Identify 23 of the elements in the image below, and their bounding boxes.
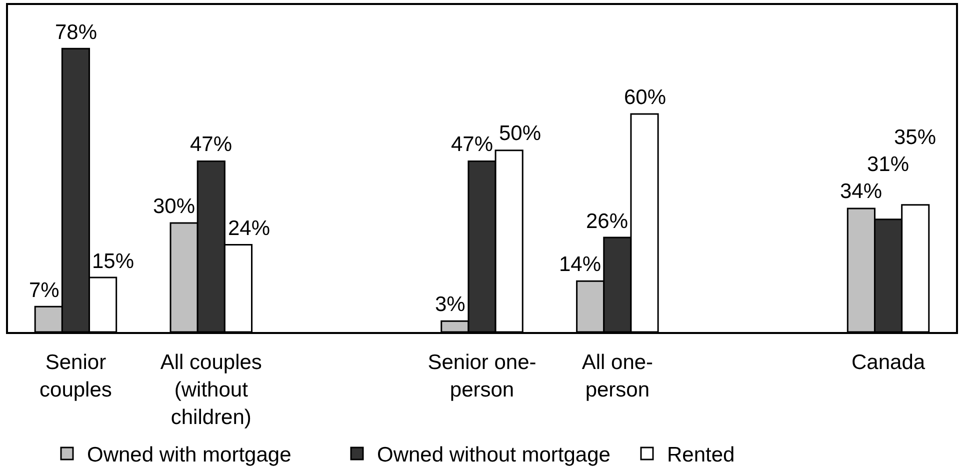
- data-label: 35%: [894, 126, 936, 149]
- data-label: 50%: [499, 122, 542, 145]
- data-label: 24%: [228, 217, 270, 240]
- data-label: 14%: [559, 253, 602, 276]
- legend-label: Owned with mortgage: [87, 444, 292, 467]
- data-label: 47%: [190, 133, 232, 156]
- data-label: 15%: [92, 250, 134, 273]
- legend-label: Owned without mortgage: [377, 444, 610, 467]
- data-label: 78%: [55, 21, 98, 44]
- data-label: 30%: [153, 195, 196, 218]
- x-tick-label: Senior couples: [40, 351, 112, 402]
- data-label: 26%: [586, 210, 628, 233]
- x-tick-label: All one-person: [582, 351, 654, 402]
- legend-label: Rented: [667, 444, 735, 467]
- x-tick-label: Canada: [852, 351, 926, 374]
- data-label: 31%: [867, 153, 910, 176]
- data-label: 34%: [840, 180, 882, 203]
- x-tick-label: All couples (without children): [160, 351, 262, 429]
- x-tick-label: Senior one-person: [428, 351, 536, 402]
- data-label: 60%: [624, 86, 666, 109]
- data-label: 47%: [451, 133, 494, 156]
- data-label: 7%: [29, 279, 60, 302]
- data-label: 3%: [435, 293, 466, 316]
